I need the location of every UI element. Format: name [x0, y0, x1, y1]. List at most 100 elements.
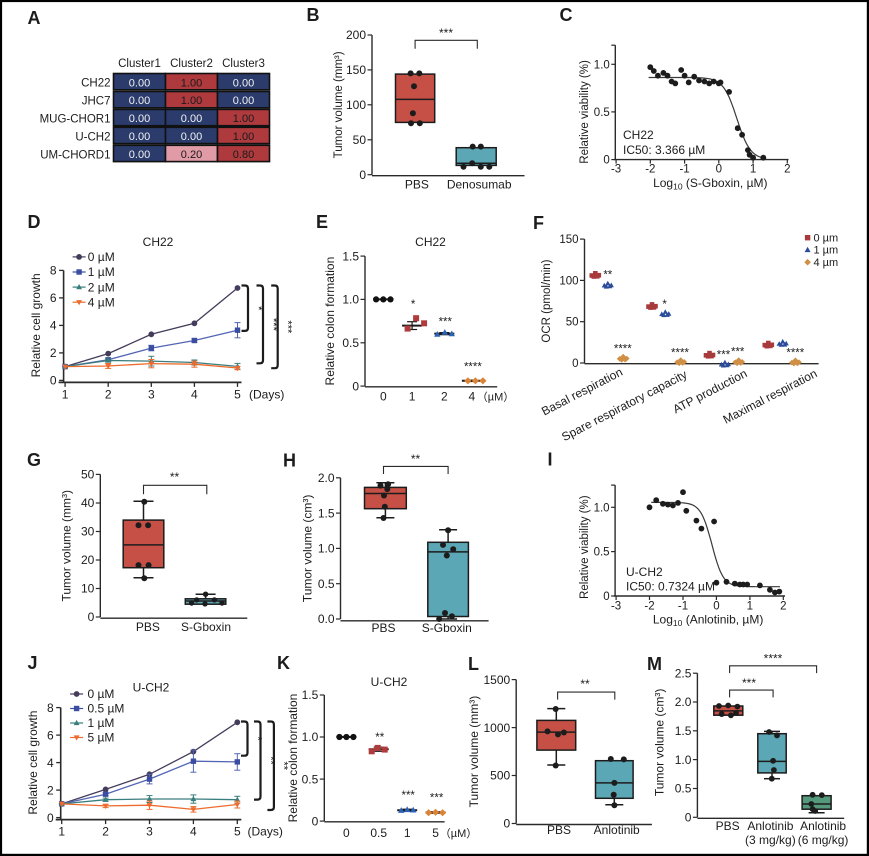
- svg-text:0 µM: 0 µM: [88, 687, 115, 701]
- svg-text:3: 3: [146, 824, 153, 838]
- svg-text:Tumor volume (cm³): Tumor volume (cm³): [653, 689, 667, 797]
- svg-text:1: 1: [750, 164, 756, 176]
- svg-text:0: 0: [685, 811, 692, 825]
- svg-text:1.5: 1.5: [318, 506, 335, 520]
- svg-text:CH22: CH22: [623, 128, 654, 142]
- svg-text:5: 5: [234, 824, 241, 838]
- svg-text:***: ***: [731, 347, 745, 359]
- svg-text:0.5: 0.5: [594, 107, 610, 119]
- svg-text:-1: -1: [678, 601, 688, 613]
- svg-text:1000: 1000: [483, 721, 510, 735]
- svg-text:0.00: 0.00: [129, 95, 150, 107]
- svg-text:2: 2: [105, 387, 112, 401]
- svg-text:F: F: [533, 213, 544, 233]
- svg-text:J: J: [28, 653, 38, 673]
- svg-text:100: 100: [559, 275, 578, 287]
- svg-text:(3 mg/kg): (3 mg/kg): [745, 833, 796, 847]
- svg-text:PBS: PBS: [405, 178, 429, 192]
- svg-text:2 µM: 2 µM: [88, 280, 115, 294]
- svg-text:（µM）: （µM）: [440, 827, 478, 840]
- svg-text:Anlotinib: Anlotinib: [747, 819, 793, 833]
- svg-text:1 µM: 1 µM: [88, 716, 115, 730]
- svg-text:-3: -3: [611, 164, 621, 176]
- svg-text:Relative colon formation: Relative colon formation: [286, 694, 300, 823]
- svg-text:200: 200: [346, 28, 366, 42]
- svg-text:0.80: 0.80: [233, 149, 254, 161]
- svg-text:0.5: 0.5: [302, 772, 319, 786]
- svg-text:Tumor volume (mm³): Tumor volume (mm³): [59, 490, 73, 602]
- svg-text:6: 6: [47, 728, 54, 742]
- svg-text:0.00: 0.00: [129, 131, 150, 143]
- svg-text:***: ***: [430, 793, 444, 805]
- svg-text:150: 150: [559, 234, 578, 246]
- svg-text:50: 50: [566, 317, 579, 329]
- svg-text:4: 4: [50, 319, 57, 333]
- svg-text:0: 0: [713, 601, 719, 613]
- svg-text:S-Gboxin: S-Gboxin: [422, 621, 472, 635]
- svg-text:1.0: 1.0: [675, 753, 692, 767]
- svg-text:**: **: [264, 756, 276, 765]
- svg-text:***: ***: [742, 676, 756, 690]
- svg-text:Cluster3: Cluster3: [222, 58, 265, 70]
- svg-text:8: 8: [47, 701, 54, 715]
- svg-text:1.5: 1.5: [342, 249, 359, 263]
- svg-text:4 µm: 4 µm: [814, 257, 839, 269]
- svg-text:-3: -3: [611, 601, 621, 613]
- svg-text:0.0: 0.0: [318, 612, 335, 626]
- svg-text:Tumor volume (mm³): Tumor volume (mm³): [467, 696, 481, 808]
- svg-text:Relative viability (%): Relative viability (%): [579, 495, 591, 599]
- svg-text:1.00: 1.00: [233, 113, 254, 125]
- svg-text:2: 2: [780, 601, 786, 613]
- svg-text:PBS: PBS: [547, 823, 571, 837]
- svg-text:20: 20: [81, 553, 95, 567]
- svg-text:L: L: [468, 654, 479, 674]
- svg-text:**: **: [375, 732, 384, 744]
- svg-text:B: B: [307, 5, 320, 25]
- svg-text:***: ***: [282, 320, 294, 334]
- svg-text:C: C: [560, 5, 573, 25]
- svg-text:1500: 1500: [483, 673, 510, 687]
- svg-text:40: 40: [81, 496, 95, 510]
- svg-text:2.0: 2.0: [675, 695, 692, 709]
- svg-text:CH22: CH22: [415, 235, 446, 249]
- svg-text:0.5: 0.5: [370, 826, 387, 840]
- svg-text:1 µM: 1 µM: [88, 265, 115, 279]
- svg-text:0.00: 0.00: [129, 77, 150, 89]
- svg-text:1 µm: 1 µm: [814, 245, 839, 257]
- svg-text:10: 10: [81, 582, 95, 596]
- svg-text:1.0: 1.0: [342, 293, 359, 307]
- svg-text:Relative colon formation: Relative colon formation: [323, 257, 337, 386]
- svg-text:5 µM: 5 µM: [88, 731, 115, 745]
- svg-text:1: 1: [58, 824, 65, 838]
- svg-text:**: **: [411, 452, 421, 466]
- svg-text:1.0: 1.0: [594, 59, 610, 71]
- svg-text:0.00: 0.00: [181, 131, 202, 143]
- svg-text:Cluster1: Cluster1: [118, 58, 161, 70]
- svg-text:-2: -2: [644, 601, 654, 613]
- svg-text:0: 0: [603, 155, 609, 167]
- svg-text:0: 0: [716, 164, 722, 176]
- svg-text:U-CH2: U-CH2: [626, 565, 663, 579]
- svg-text:2.0: 2.0: [318, 471, 335, 485]
- svg-text:0: 0: [312, 814, 319, 828]
- svg-text:4 µM: 4 µM: [88, 295, 115, 309]
- svg-text:0.00: 0.00: [129, 149, 150, 161]
- svg-text:I: I: [548, 450, 553, 470]
- svg-text:1.0: 1.0: [594, 502, 610, 514]
- svg-text:E: E: [316, 212, 328, 232]
- svg-text:1: 1: [747, 601, 753, 613]
- svg-text:0: 0: [572, 358, 578, 370]
- svg-text:*: *: [411, 299, 416, 311]
- svg-text:1.0: 1.0: [318, 542, 335, 556]
- svg-text:2.5: 2.5: [675, 666, 692, 680]
- svg-text:1: 1: [62, 387, 69, 401]
- svg-text:2: 2: [47, 783, 54, 797]
- svg-text:PBS: PBS: [136, 620, 160, 634]
- svg-text:****: ****: [764, 652, 783, 666]
- svg-text:****: ****: [614, 344, 632, 356]
- svg-text:0.5: 0.5: [594, 547, 610, 559]
- svg-text:50: 50: [353, 133, 367, 147]
- svg-text:U-CH2: U-CH2: [371, 675, 408, 689]
- svg-text:Relative cell growth: Relative cell growth: [29, 273, 43, 377]
- svg-text:4: 4: [190, 824, 197, 838]
